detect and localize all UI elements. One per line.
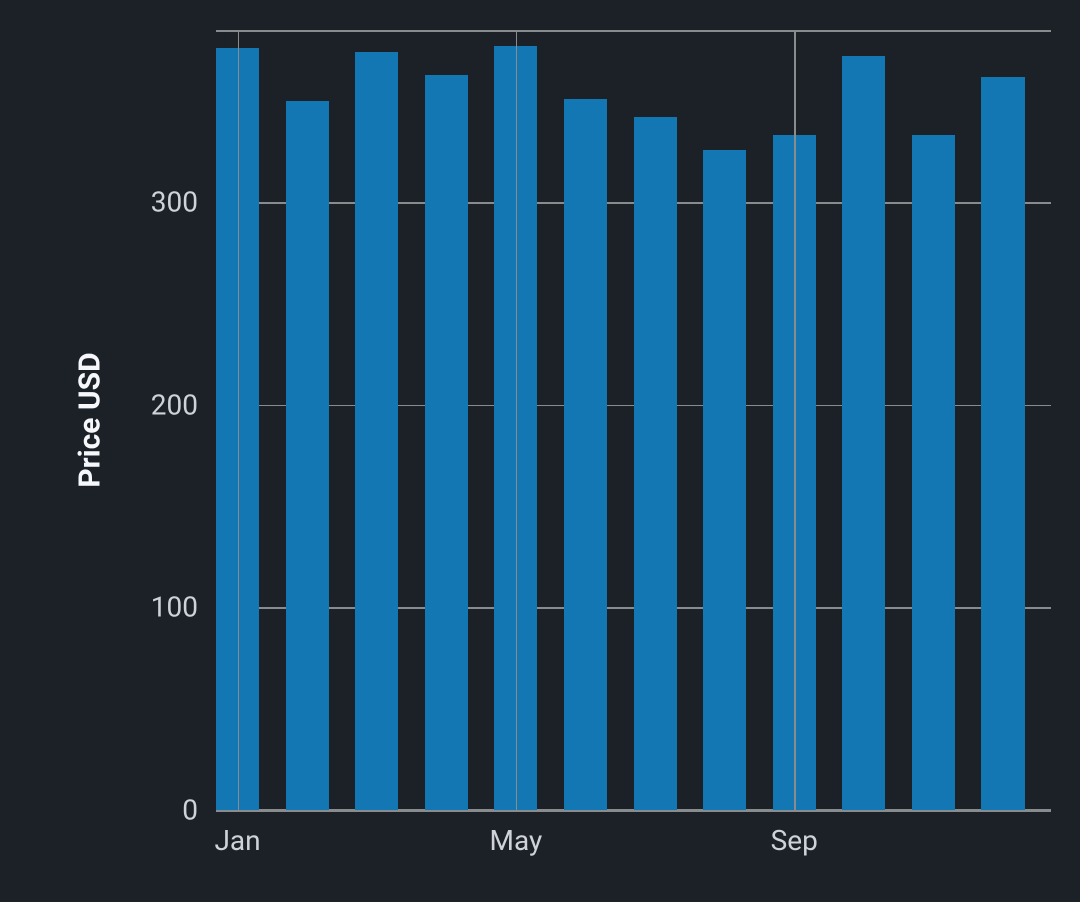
y-tick-label: 300 — [151, 186, 198, 219]
bar — [564, 99, 607, 810]
y-gridline — [216, 810, 1051, 812]
bar — [286, 101, 329, 810]
x-gridline — [794, 30, 796, 810]
bar — [634, 117, 677, 810]
plot-area — [216, 30, 1051, 810]
x-tick-label: Sep — [771, 824, 818, 857]
x-tick-label: May — [490, 824, 543, 857]
y-axis-label: Price USD — [73, 352, 108, 487]
bar — [981, 77, 1024, 810]
bar — [842, 56, 885, 810]
plot-top-line — [216, 30, 1051, 32]
y-tick-label: 200 — [151, 388, 198, 421]
price-bar-chart: Price USD 0 100 200 300 Jan May Sep — [0, 0, 1080, 902]
bar — [355, 52, 398, 810]
y-tick-label: 100 — [151, 591, 198, 624]
x-gridline — [238, 30, 240, 810]
x-gridline — [516, 30, 518, 810]
y-tick-label: 0 — [182, 794, 198, 827]
bar — [703, 150, 746, 810]
bar — [912, 135, 955, 810]
bar — [425, 75, 468, 810]
x-tick-label: Jan — [214, 824, 260, 857]
